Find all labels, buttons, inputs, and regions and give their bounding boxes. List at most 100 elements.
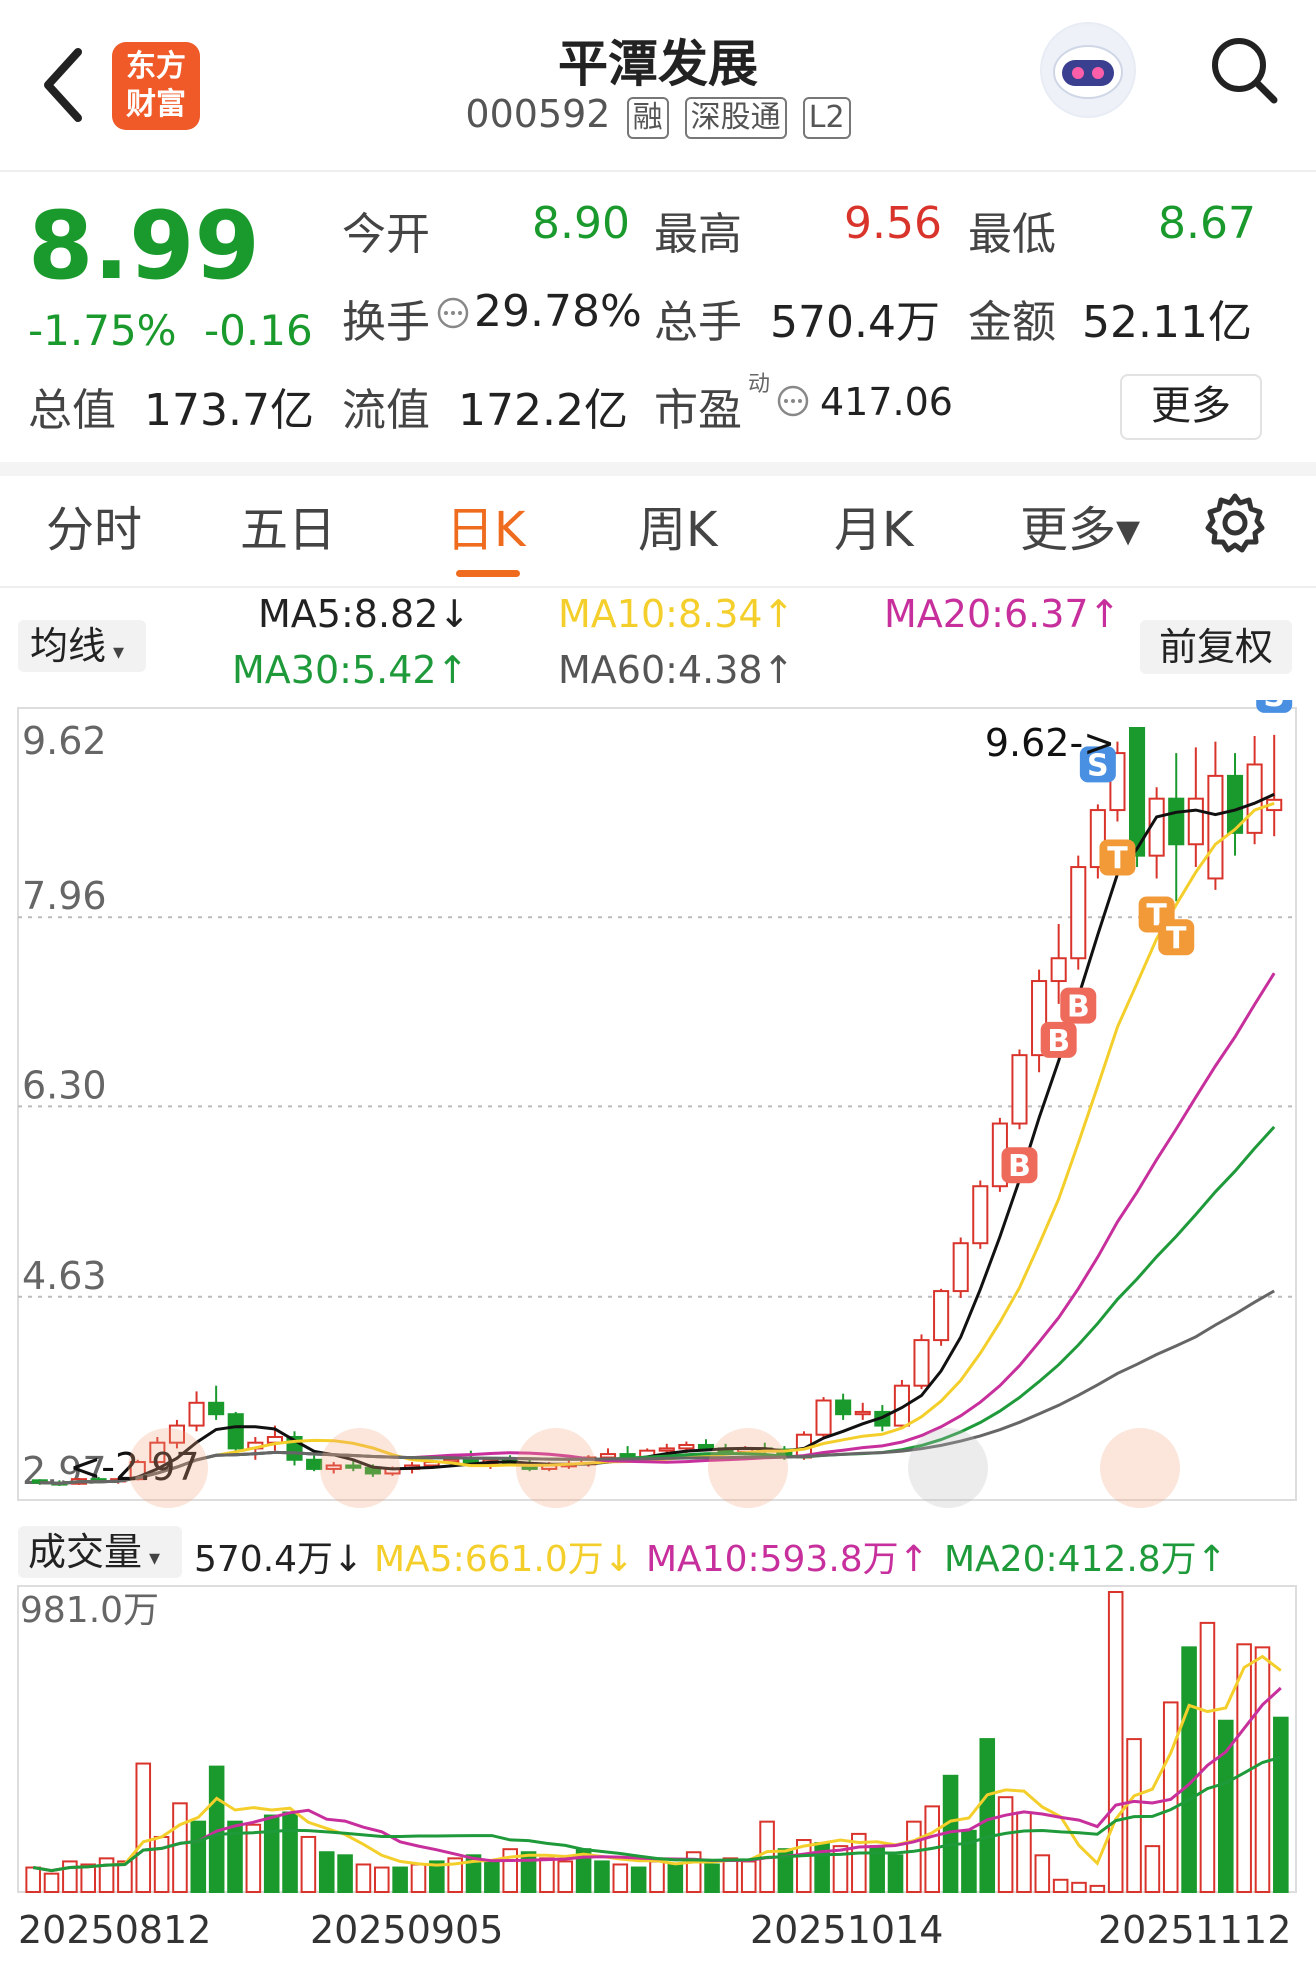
stock-code: 000592 xyxy=(465,92,611,136)
change-amount: -0.16 xyxy=(204,306,313,355)
low-value: 8.67 xyxy=(1158,198,1256,249)
candle-body xyxy=(599,1453,617,1459)
tab-five-day[interactable]: 五日 xyxy=(240,502,337,558)
volume-bar xyxy=(1217,1719,1234,1893)
volume-bar xyxy=(630,1866,647,1893)
scroll-circle xyxy=(320,1428,400,1508)
candle-body xyxy=(227,1413,244,1450)
volume-bar xyxy=(190,1820,207,1893)
info-dots-icon[interactable] xyxy=(776,384,810,422)
robot-avatar-icon[interactable] xyxy=(1040,22,1136,118)
candle-body xyxy=(325,1464,342,1470)
trade-mark-letter: B xyxy=(1067,990,1090,1025)
trade-mark-b: B xyxy=(1060,987,1097,1025)
kline-chart[interactable]: 9.627.966.304.632.97STBBBTTS9.62-><-2.97 xyxy=(0,700,1316,1510)
plus-icon xyxy=(516,1428,596,1508)
more-quote-button[interactable]: 更多 xyxy=(1120,374,1262,440)
candle-body xyxy=(678,1443,695,1450)
trade-mark-t: T xyxy=(1158,919,1195,956)
volume-bar xyxy=(43,1872,60,1893)
ma-selector[interactable]: 均线 ▾ xyxy=(18,620,146,672)
volume-ma5: MA5:661.0万↓ xyxy=(374,1539,634,1580)
pe-value: 417.06 xyxy=(820,380,953,424)
adjust-button[interactable]: 前复权 xyxy=(1140,620,1292,674)
ma20-legend: MA20:6.37↑ xyxy=(884,592,1121,636)
amount-label: 金额 xyxy=(968,297,1056,348)
turnover-label: 换手 xyxy=(342,297,430,348)
expand-icon xyxy=(1100,1428,1180,1508)
tag-margin: 融 xyxy=(626,97,669,139)
ma10-line xyxy=(39,801,1275,1485)
pe-label: 市盈 xyxy=(654,385,742,436)
candle-body xyxy=(854,1410,871,1416)
candle-body xyxy=(345,1464,362,1469)
volume-value: 570.4万 xyxy=(770,297,940,348)
low-label: 最低 xyxy=(968,209,1056,260)
ma20-line xyxy=(39,972,1276,1485)
amount-value: 52.11亿 xyxy=(1082,297,1252,348)
volume-bar xyxy=(1254,1646,1271,1893)
candle-body xyxy=(952,1242,969,1293)
logo-text-line1: 东方 xyxy=(126,49,186,84)
y-tick-label: 7.96 xyxy=(22,874,107,918)
stock-code-line: 000592 融 深股通 L2 xyxy=(400,92,916,139)
ma60-legend: MA60:4.38↑ xyxy=(558,648,795,692)
trade-mark-badge xyxy=(1001,1147,1038,1184)
trade-mark-letter: S xyxy=(1087,748,1109,783)
mktcap-label: 总值 xyxy=(28,385,116,436)
volume-bar xyxy=(465,1854,482,1894)
volume-bar xyxy=(704,1863,720,1893)
candle-body xyxy=(893,1384,910,1427)
candle-body xyxy=(1011,1054,1028,1125)
volume-bar xyxy=(1199,1621,1216,1894)
volume-max-label: 981.0万 xyxy=(20,1590,159,1631)
volume-chart[interactable]: 981.0万 xyxy=(0,1580,1316,1900)
volume-bar xyxy=(1181,1646,1197,1893)
high-value: 9.56 xyxy=(844,198,942,249)
volume-bar xyxy=(594,1860,610,1893)
candle-body xyxy=(1207,774,1224,880)
info-dots-icon[interactable] xyxy=(436,296,470,334)
search-icon[interactable] xyxy=(1208,34,1280,106)
candle-body xyxy=(168,1424,186,1444)
ma60-line xyxy=(39,1289,1275,1485)
volume-bar xyxy=(282,1811,298,1894)
trade-mark-letter: S xyxy=(1263,700,1285,714)
candle-body xyxy=(933,1290,950,1342)
volume-bar xyxy=(1144,1845,1161,1894)
volume-bar xyxy=(153,1835,170,1894)
volume-bar xyxy=(1107,1591,1124,1893)
trade-mark-badge xyxy=(1158,919,1195,956)
trade-mark-letter: T xyxy=(1166,921,1187,956)
y-tick-label: 9.62 xyxy=(22,719,107,763)
volume-ma5-line xyxy=(32,1654,1282,1873)
volume-bar xyxy=(649,1860,665,1893)
tab-more[interactable]: 更多▾ xyxy=(1020,502,1141,558)
candle-body xyxy=(1128,727,1146,857)
tab-monthly-k[interactable]: 月K xyxy=(834,502,914,558)
trade-mark-badge xyxy=(1099,839,1136,876)
gear-icon[interactable] xyxy=(1202,490,1268,556)
volume-bar xyxy=(979,1738,996,1893)
page-title: 平潭发展 xyxy=(558,35,758,93)
candle-body xyxy=(1226,774,1244,834)
volume-bar xyxy=(135,1762,152,1893)
candle-body xyxy=(972,1185,989,1245)
indicator-selector[interactable]: 成交量 ▾ xyxy=(18,1526,182,1578)
tab-intraday[interactable]: 分时 xyxy=(46,502,143,558)
turnover-value: 29.78% xyxy=(474,286,642,337)
trade-mark-badge xyxy=(1256,700,1293,713)
volume-bar xyxy=(355,1863,372,1893)
last-price: 8.99 xyxy=(28,192,260,301)
trade-mark-badge xyxy=(1040,1021,1077,1058)
top-bar xyxy=(0,0,1316,172)
tab-daily-k[interactable]: 日K xyxy=(446,502,526,558)
float-label: 流值 xyxy=(342,385,430,436)
candle-body xyxy=(149,1441,166,1464)
chevron-left-icon[interactable] xyxy=(34,40,94,130)
trade-mark-letter: B xyxy=(1047,1024,1070,1059)
tab-weekly-k[interactable]: 周K xyxy=(638,502,718,558)
candle-body xyxy=(835,1399,852,1416)
scroll-circle xyxy=(1100,1428,1180,1508)
candle-body xyxy=(913,1339,930,1387)
